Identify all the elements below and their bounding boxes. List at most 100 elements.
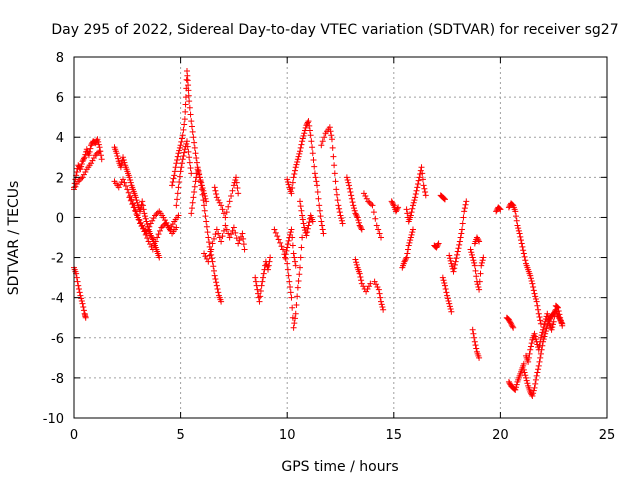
data-point — [195, 168, 202, 175]
data-point — [179, 160, 186, 167]
data-point — [277, 239, 284, 246]
data-point — [89, 157, 96, 164]
data-point — [304, 229, 311, 236]
data-point — [228, 193, 235, 200]
data-point — [191, 144, 198, 151]
data-point — [522, 372, 529, 379]
data-point — [153, 211, 160, 218]
data-point — [306, 127, 313, 134]
data-point — [446, 255, 453, 262]
data-point — [260, 270, 267, 277]
data-point — [537, 338, 544, 345]
data-point — [192, 150, 199, 157]
data-point — [333, 191, 340, 198]
data-point — [186, 159, 193, 166]
data-point — [462, 201, 469, 208]
data-point — [319, 222, 326, 229]
data-point — [328, 136, 335, 143]
data-point — [299, 234, 306, 241]
data-point — [189, 199, 196, 206]
data-point — [170, 175, 177, 182]
data-point — [545, 314, 552, 321]
data-point — [346, 185, 353, 192]
data-point — [259, 278, 266, 285]
data-point — [409, 229, 416, 236]
data-point — [514, 222, 521, 229]
x-tick-label: 5 — [176, 428, 184, 443]
data-point — [73, 168, 80, 175]
data-point — [507, 319, 514, 326]
data-point — [550, 318, 557, 325]
data-point — [445, 298, 452, 305]
data-point — [143, 230, 150, 237]
data-point — [212, 275, 219, 282]
data-point — [292, 258, 299, 265]
data-point — [286, 278, 293, 285]
data-point — [555, 314, 562, 321]
data-point — [536, 358, 543, 365]
data-point — [120, 156, 127, 163]
data-point — [299, 138, 306, 145]
data-point — [212, 231, 219, 238]
data-point — [208, 251, 215, 258]
x-tick-label: 10 — [279, 428, 296, 443]
data-point — [223, 226, 230, 233]
data-point — [206, 252, 213, 259]
y-tick-label: -10 — [43, 412, 64, 427]
data-point — [142, 231, 149, 238]
data-point — [353, 261, 360, 268]
data-point — [358, 280, 365, 287]
data-point — [215, 289, 222, 296]
y-tick-label: 2 — [56, 171, 64, 186]
data-point — [525, 358, 532, 365]
data-point — [451, 261, 458, 268]
data-point — [218, 202, 225, 209]
data-point — [174, 156, 181, 163]
data-point — [93, 150, 100, 157]
data-point — [188, 123, 195, 130]
data-point — [199, 185, 206, 192]
data-point — [446, 300, 453, 307]
data-point — [216, 234, 223, 241]
data-point — [314, 182, 321, 189]
data-point — [543, 325, 550, 332]
data-point — [440, 195, 447, 202]
data-point — [77, 166, 84, 173]
data-point — [509, 201, 516, 208]
data-point — [402, 255, 409, 262]
data-point — [370, 209, 377, 216]
data-point — [94, 136, 101, 143]
data-point — [472, 267, 479, 274]
data-point — [461, 208, 468, 215]
data-point — [402, 257, 409, 264]
data-point — [232, 229, 239, 236]
data-point — [78, 295, 85, 302]
data-point — [418, 164, 425, 171]
data-point — [201, 190, 208, 197]
data-point — [186, 98, 193, 105]
data-point — [77, 292, 84, 299]
data-point — [275, 236, 282, 243]
data-point — [171, 172, 178, 179]
data-point — [142, 215, 149, 222]
data-point — [241, 246, 248, 253]
data-point — [315, 195, 322, 202]
data-point — [191, 189, 198, 196]
data-point — [201, 202, 208, 209]
data-point — [318, 142, 325, 149]
data-point — [376, 230, 383, 237]
data-point — [161, 217, 168, 224]
data-point — [378, 298, 385, 305]
data-point — [199, 191, 206, 198]
data-point — [534, 369, 541, 376]
data-point — [414, 184, 421, 191]
data-point — [133, 211, 140, 218]
data-point — [299, 216, 306, 223]
data-point — [535, 306, 542, 313]
data-point — [525, 354, 532, 361]
grid — [74, 57, 607, 418]
data-point — [534, 302, 541, 309]
data-point — [308, 138, 315, 145]
data-point — [187, 111, 194, 118]
data-point — [518, 240, 525, 247]
